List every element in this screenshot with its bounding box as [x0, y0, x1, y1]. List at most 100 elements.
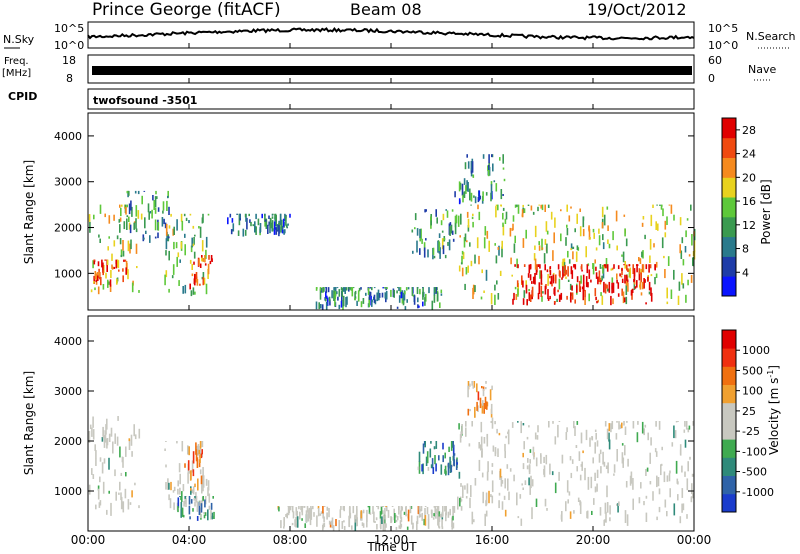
- range-cell: [204, 255, 206, 263]
- range-cell: [453, 453, 455, 466]
- range-cell: [418, 506, 421, 510]
- range-cell: [598, 228, 600, 234]
- range-cell: [627, 268, 629, 272]
- range-cell: [527, 458, 529, 463]
- range-cell: [380, 506, 383, 515]
- range-cell: [655, 261, 658, 268]
- range-cell: [467, 182, 469, 192]
- range-cell: [104, 430, 107, 443]
- range-cell: [101, 259, 103, 268]
- range-cell: [275, 227, 278, 235]
- range-cell: [434, 506, 436, 518]
- range-cell: [424, 441, 426, 448]
- range-cell: [417, 506, 420, 515]
- range-cell: [594, 442, 596, 454]
- range-cell: [537, 292, 540, 300]
- range-cell: [569, 511, 572, 519]
- x-tick-label: 00:00: [71, 533, 106, 547]
- range-cell: [493, 180, 496, 183]
- range-cell: [490, 421, 493, 423]
- range-cell: [636, 432, 639, 443]
- range-cell: [199, 454, 202, 458]
- range-cell: [202, 467, 204, 479]
- range-cell: [571, 292, 574, 300]
- range-cell: [325, 301, 328, 310]
- range-cell: [480, 436, 483, 450]
- range-cell: [584, 297, 586, 305]
- range-cell: [568, 491, 571, 496]
- range-cell: [481, 269, 483, 274]
- range-cell: [154, 207, 157, 214]
- range-cell: [418, 506, 421, 518]
- noise-right-tick-bottom: 10^0: [708, 39, 738, 52]
- range-cell: [354, 298, 356, 301]
- range-cell: [474, 406, 476, 418]
- range-cell: [298, 506, 300, 510]
- range-cell: [677, 295, 680, 305]
- range-cell: [199, 469, 202, 475]
- range-cell: [118, 219, 121, 223]
- range-cell: [385, 294, 388, 298]
- range-cell: [622, 291, 625, 304]
- range-cell: [179, 496, 181, 497]
- range-cell: [483, 403, 485, 414]
- range-cell: [602, 264, 604, 274]
- range-cell: [668, 473, 671, 482]
- range-cell: [587, 263, 590, 266]
- range-cell: [626, 264, 628, 271]
- range-cell: [679, 244, 681, 254]
- range-cell: [192, 287, 195, 295]
- range-cell: [603, 214, 606, 226]
- range-cell: [398, 287, 400, 291]
- range-cell: [586, 264, 589, 268]
- range-cell: [141, 195, 143, 205]
- range-cell: [467, 381, 470, 390]
- range-cell: [131, 451, 133, 457]
- range-cell: [608, 243, 611, 249]
- range-cell: [269, 217, 272, 227]
- range-cell: [154, 196, 157, 208]
- range-cell: [624, 228, 626, 237]
- x-tick-label: 12:00: [374, 533, 409, 547]
- range-cell: [184, 284, 187, 294]
- range-cell: [165, 441, 167, 442]
- range-cell: [192, 486, 195, 495]
- range-cell: [306, 506, 309, 513]
- range-cell: [193, 497, 196, 501]
- range-cell: [661, 204, 663, 207]
- range-cell: [507, 478, 509, 491]
- range-cell: [687, 428, 690, 433]
- range-cell: [130, 200, 132, 211]
- range-cell: [119, 217, 122, 222]
- range-cell: [570, 292, 572, 303]
- range-cell: [645, 264, 648, 270]
- range-cell: [501, 246, 503, 258]
- range-cell: [660, 464, 662, 476]
- range-cell: [650, 287, 652, 296]
- range-cell: [571, 285, 573, 291]
- velocity-colorbar-label-exp: -1: [766, 370, 775, 378]
- range-cell: [436, 217, 438, 224]
- range-cell: [343, 520, 345, 523]
- range-cell: [517, 516, 520, 519]
- range-cell: [481, 451, 483, 458]
- range-cell: [396, 515, 399, 521]
- range-cell: [504, 509, 507, 517]
- range-cell: [505, 211, 508, 220]
- range-cell: [633, 281, 636, 285]
- range-cell: [111, 266, 114, 270]
- range-cell: [523, 264, 526, 267]
- range-cell: [201, 441, 204, 448]
- range-cell: [539, 264, 541, 269]
- range-cell: [198, 258, 200, 266]
- colorbar-frame: [721, 117, 737, 297]
- range-cell: [547, 273, 549, 286]
- range-cell: [491, 154, 493, 158]
- range-cell: [458, 181, 461, 192]
- range-cell: [507, 434, 510, 445]
- range-cell: [632, 478, 634, 490]
- range-cell: [205, 236, 208, 248]
- range-cell: [134, 482, 136, 486]
- range-cell: [108, 457, 110, 470]
- range-cell: [180, 213, 183, 222]
